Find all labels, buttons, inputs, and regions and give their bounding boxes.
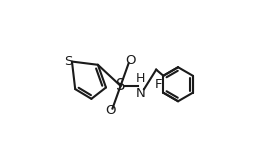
Text: S: S xyxy=(116,78,125,93)
Text: O: O xyxy=(125,54,136,67)
Text: N: N xyxy=(136,87,146,100)
Text: O: O xyxy=(106,104,116,117)
Text: S: S xyxy=(64,55,72,68)
Text: F: F xyxy=(155,78,162,91)
Text: H: H xyxy=(136,72,146,85)
